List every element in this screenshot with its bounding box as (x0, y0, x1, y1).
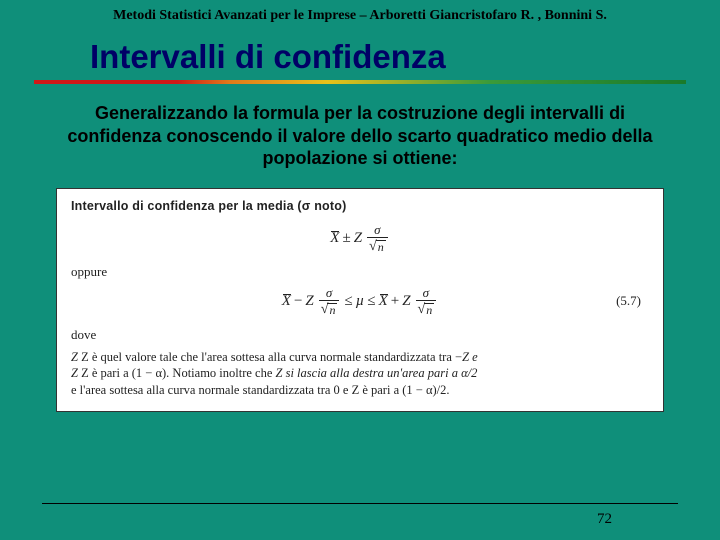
formula-box-title: Intervallo di confidenza per la media (σ… (71, 199, 649, 213)
body-paragraph: Generalizzando la formula per la costruz… (56, 102, 664, 170)
slide: Metodi Statistici Avanzati per le Impres… (0, 0, 720, 540)
box-title-prefix: Intervallo di confidenza per la media ( (71, 199, 302, 213)
sigma-symbol: σ (302, 199, 311, 213)
plus-symbol: + (391, 293, 399, 310)
leq-2: ≤ (367, 293, 375, 310)
oppure-label: oppure (71, 264, 649, 280)
equation-number: (5.7) (616, 293, 641, 309)
xbar-symbol-2a: X (282, 293, 291, 310)
sqrt-n-den: √n (367, 237, 388, 254)
slide-header: Metodi Statistici Avanzati per le Impres… (0, 8, 720, 24)
plus-minus: ± (342, 230, 350, 247)
leq-1: ≤ (344, 293, 352, 310)
dove-label: dove (71, 327, 649, 343)
xbar-symbol-2b: X (379, 293, 388, 310)
sigma-num: σ (372, 223, 382, 237)
title-underline (34, 80, 686, 84)
formula-box: Intervallo di confidenza per la media (σ… (56, 188, 664, 413)
mu-symbol: µ (356, 293, 365, 310)
box-title-suffix: noto) (311, 199, 347, 213)
page-number: 72 (597, 511, 612, 528)
minus-symbol: − (294, 293, 302, 310)
fraction-2a: σ √n (319, 286, 340, 317)
equation-1: X ± Z σ √n (71, 223, 649, 254)
footer-rule (42, 503, 678, 504)
z-symbol-2a: Z (305, 293, 313, 310)
z-symbol-2b: Z (402, 293, 410, 310)
z-symbol: Z (354, 230, 362, 247)
equation-2: X − Z σ √n ≤ µ ≤ X + Z σ √n (5.7) (71, 286, 649, 317)
fraction-2b: σ √n (416, 286, 437, 317)
explanation-text: Z Z è quel valore tale che l'area sottes… (71, 349, 649, 400)
slide-title: Intervalli di confidenza (90, 38, 720, 76)
xbar-symbol: X (330, 230, 339, 247)
fraction-icon: σ √n (367, 223, 388, 254)
